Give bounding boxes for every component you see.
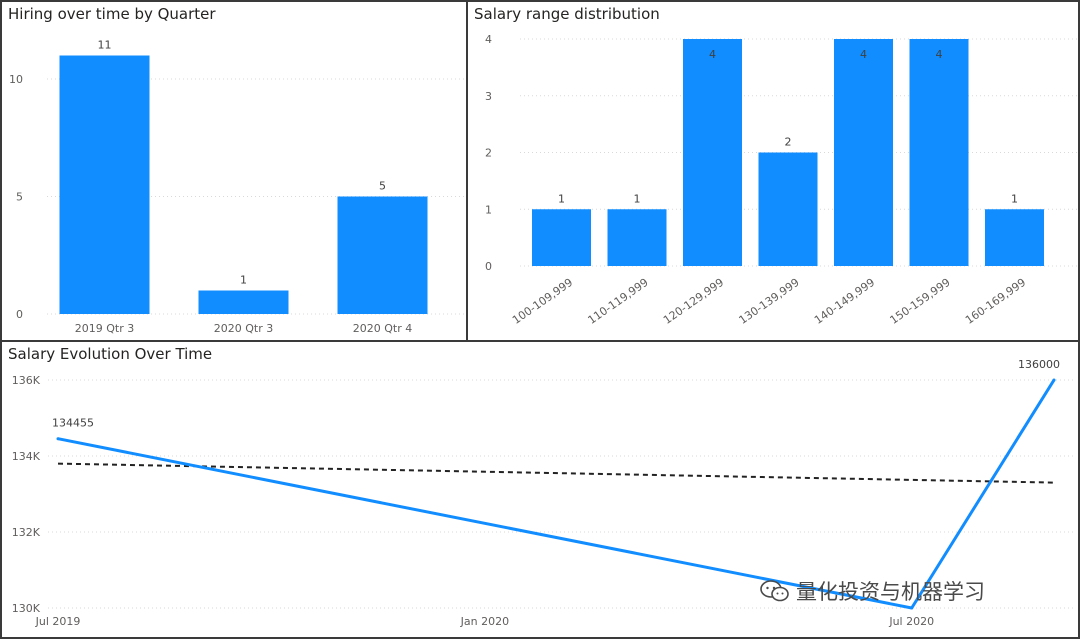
y-tick-label: 136K: [12, 374, 41, 387]
y-tick-label: 2: [485, 147, 492, 160]
y-tick-label: 0: [16, 308, 23, 321]
bar: [683, 39, 742, 266]
bar: [607, 209, 667, 266]
x-tick-label: Jul 2019: [35, 615, 81, 628]
x-tick-label: 160-169,999: [963, 276, 1028, 327]
data-point: [1052, 378, 1056, 382]
wechat-icon: [760, 580, 789, 602]
data-label: 1: [558, 192, 565, 205]
bar: [834, 39, 893, 266]
hiring-chart-panel: Hiring over time by Quarter 0 5 10 11 2019 Q…: [0, 0, 468, 342]
data-label: 5: [379, 180, 386, 193]
hiring-chart-svg: 0 5 10 11 2019 Qtr 3 1 2020 Qtr 3 5 2020 Qtr 4: [9, 39, 464, 335]
watermark-text: 量化投资与机器学习: [796, 580, 985, 604]
data-point: [910, 606, 914, 610]
y-tick-label: 130K: [12, 602, 41, 615]
y-tick-label: 0: [485, 260, 492, 273]
series-line: [57, 379, 1056, 610]
data-label: 134455: [52, 417, 94, 430]
bar: [59, 55, 150, 314]
data-label: 4: [936, 48, 943, 61]
bar: [198, 290, 289, 314]
data-label: 2: [785, 136, 792, 149]
x-tick-label: 2020 Qtr 3: [214, 322, 273, 335]
bar: [758, 152, 818, 266]
data-label: 4: [709, 48, 716, 61]
salary-evolution-chart-title: Salary Evolution Over Time: [8, 345, 213, 363]
salary-range-chart-svg: 0 1 2 3 4 1 100-109,999 1 110-119,999 4 120-129,99…: [485, 33, 1078, 327]
bar: [532, 209, 591, 266]
data-label: 136000: [1018, 358, 1060, 371]
salary-range-chart-panel: Salary range distribution 0 1 2 3 4 1 100-109,…: [466, 0, 1080, 342]
watermark: 量化投资与机器学习: [760, 576, 985, 606]
data-label: 4: [860, 48, 867, 61]
data-label: 11: [98, 39, 112, 52]
y-tick-label: 10: [9, 73, 23, 86]
data-label: 1: [1011, 192, 1018, 205]
x-tick-label: 2019 Qtr 3: [75, 322, 134, 335]
data-point: [56, 437, 60, 441]
x-tick-label: 140-149,999: [812, 276, 877, 327]
salary-evolution-chart-svg: 130K 132K 134K 136K Jul 2019 Jan 2020 Jul 2020…: [12, 358, 1074, 628]
y-tick-label: 1: [485, 203, 492, 216]
x-tick-label: 130-139,999: [737, 276, 802, 327]
y-tick-label: 5: [16, 191, 23, 204]
x-tick-label: 100-109,999: [510, 276, 575, 327]
data-label: 1: [240, 274, 247, 287]
x-tick-label: Jul 2020: [888, 615, 934, 628]
salary-evolution-chart-panel: Salary Evolution Over Time 130K 132K 134K 1…: [0, 340, 1080, 639]
bar: [985, 209, 1044, 266]
y-tick-label: 4: [485, 33, 492, 46]
bar: [337, 196, 428, 314]
x-tick-label: Jan 2020: [460, 615, 509, 628]
x-tick-label: 120-129,999: [661, 276, 726, 327]
data-label: 1: [634, 192, 641, 205]
trend-line: [57, 462, 1055, 484]
hiring-chart-title: Hiring over time by Quarter: [8, 5, 216, 23]
y-tick-label: 134K: [12, 450, 41, 463]
y-tick-label: 132K: [12, 526, 41, 539]
x-tick-label: 150-159,999: [888, 276, 953, 327]
bar: [909, 39, 969, 266]
y-tick-label: 3: [485, 90, 492, 103]
x-tick-label: 2020 Qtr 4: [353, 322, 412, 335]
salary-range-chart-title: Salary range distribution: [474, 5, 660, 23]
x-tick-label: 110-119,999: [586, 276, 651, 327]
